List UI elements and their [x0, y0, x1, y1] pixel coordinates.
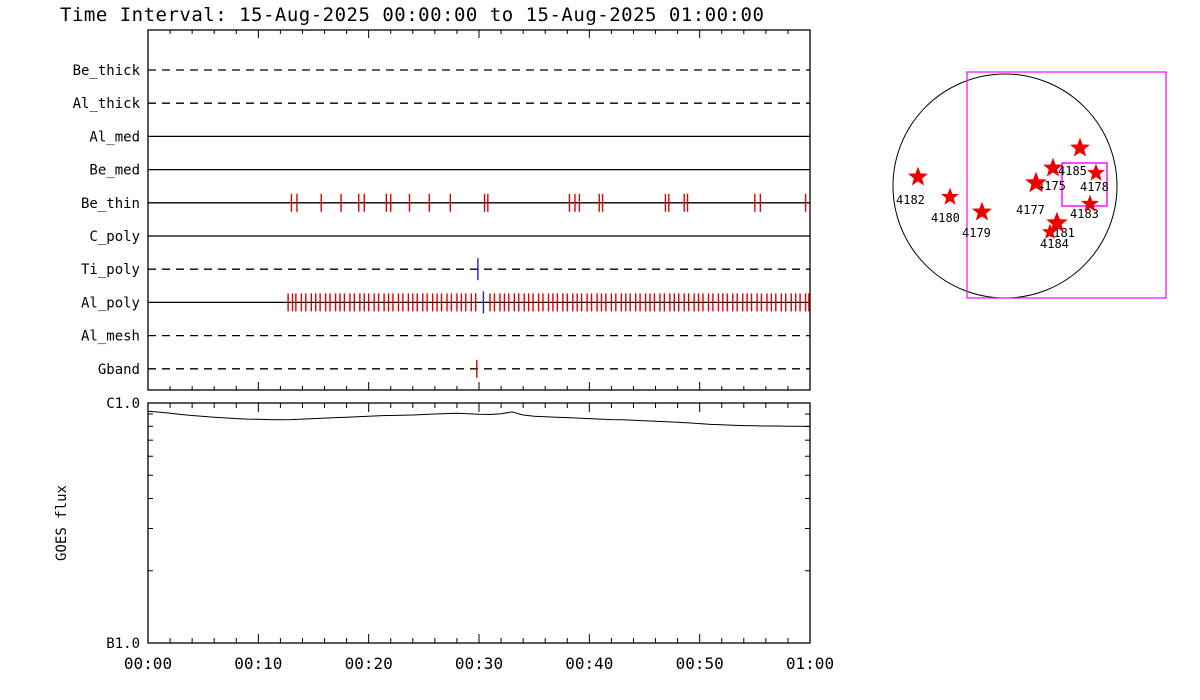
- filter-label-Al_poly: Al_poly: [81, 295, 140, 311]
- goes-ytick-label-top: C1.0: [106, 396, 140, 412]
- active-region-star-4185: [1070, 137, 1090, 157]
- active-region-star-4180: [941, 187, 959, 205]
- filter-label-Gband: Gband: [98, 362, 140, 378]
- active-region-label-4182: 4182: [896, 193, 925, 207]
- x-axis-time-label: 00:40: [565, 654, 613, 673]
- goes-y-axis-title: GOES flux: [54, 485, 70, 561]
- active-region-star-4184: [1041, 223, 1059, 239]
- target-pointing-rect: [1061, 162, 1108, 207]
- active-region-label-4175: 4175: [1037, 179, 1066, 193]
- active-region-label-4180: 4180: [931, 211, 960, 225]
- goes-ytick-label-bottom: B1.0: [106, 636, 140, 652]
- x-axis-time-label: 01:00: [786, 654, 834, 673]
- page-title: Time Interval: 15-Aug-2025 00:00:00 to 1…: [60, 4, 765, 26]
- filter-label-Ti_poly: Ti_poly: [81, 262, 140, 278]
- active-region-star-4177: [1025, 171, 1047, 193]
- x-axis-time-label: 00:50: [676, 654, 724, 673]
- active-region-label-4184: 4184: [1040, 237, 1069, 251]
- filter-label-Be_thin: Be_thin: [81, 196, 140, 212]
- filter-label-Al_mesh: Al_mesh: [81, 329, 140, 345]
- active-region-star-4175: [1043, 157, 1063, 177]
- goes-flux-panel: C1.0 B1.0 GOES flux 00:00 00:10 00:20 00:30 00:…: [54, 396, 834, 673]
- active-region-star-4179: [972, 201, 992, 221]
- active-region-star-4182: [908, 166, 928, 186]
- filter-label-C_poly: C_poly: [89, 229, 140, 245]
- x-axis-time-label: 00:00: [124, 654, 172, 673]
- active-region-star-4183: [1081, 194, 1099, 212]
- goes-panel-border: [147, 402, 811, 644]
- filter-label-Be_thick: Be_thick: [73, 63, 141, 79]
- x-axis-time-label: 00:30: [455, 654, 503, 673]
- filter-label-Be_med: Be_med: [89, 163, 140, 179]
- active-region-star-4181: [1046, 211, 1068, 233]
- x-axis-time-label: 00:20: [345, 654, 393, 673]
- active-region-star-4178: [1087, 163, 1105, 181]
- active-region-label-4177: 4177: [1016, 203, 1045, 217]
- fov-rect: [966, 71, 1167, 299]
- filter-label-Al_med: Al_med: [89, 129, 140, 145]
- active-region-label-4185: 4185: [1058, 164, 1087, 178]
- active-region-label-4178: 4178: [1080, 180, 1109, 194]
- active-region-label-4183: 4183: [1070, 207, 1099, 221]
- active-region-label-4179: 4179: [962, 226, 991, 240]
- x-axis-time-label: 00:10: [234, 654, 282, 673]
- filter-timeline-panel: Be_thick Al_thick Al_med Be_med Be_thin C_pol…: [73, 29, 811, 391]
- filter-label-Al_thick: Al_thick: [73, 96, 141, 112]
- goes-flux-curve: [147, 410, 811, 427]
